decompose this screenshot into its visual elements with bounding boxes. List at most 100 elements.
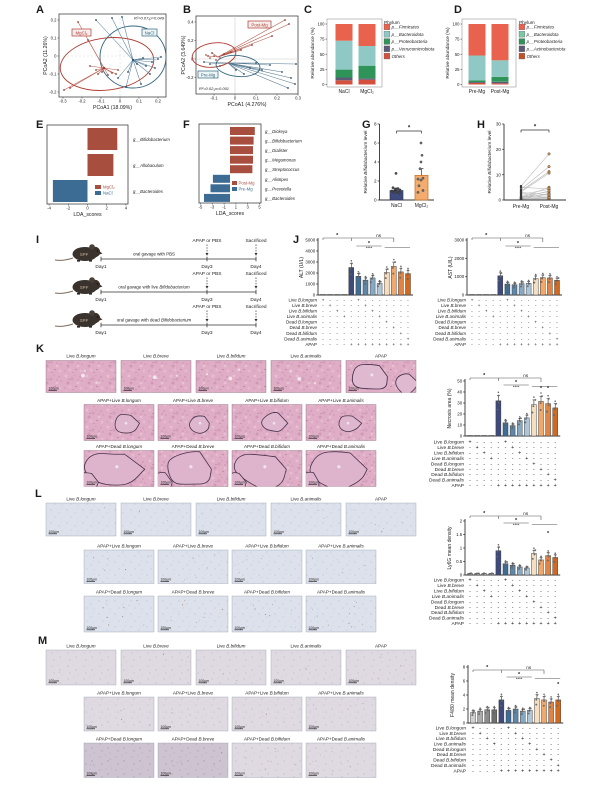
svg-text:Dead B.bifidum: Dead B.bifidum xyxy=(433,758,466,764)
svg-text:A: A xyxy=(36,4,44,16)
svg-text:+: + xyxy=(371,310,374,315)
svg-text:K: K xyxy=(36,343,44,355)
svg-text:100μm: 100μm xyxy=(199,530,210,534)
svg-text:+: + xyxy=(532,621,535,627)
svg-text:+: + xyxy=(541,326,544,331)
svg-text:-: - xyxy=(472,768,474,774)
svg-text:MgCl₂: MgCl₂ xyxy=(103,185,115,190)
svg-text:75: 75 xyxy=(320,37,325,42)
svg-text:100μm: 100μm xyxy=(49,530,60,534)
svg-text:g__Megamonas: g__Megamonas xyxy=(265,158,297,163)
svg-text:+: + xyxy=(385,321,388,326)
svg-text:+: + xyxy=(392,343,395,348)
svg-text:****: **** xyxy=(513,385,520,390)
svg-text:+: + xyxy=(378,315,381,320)
svg-text:NaCl: NaCl xyxy=(103,191,113,196)
svg-text:Dead B.bifidum: Dead B.bifidum xyxy=(435,331,466,336)
svg-text:-: - xyxy=(479,768,481,774)
svg-text:Post-Mg: Post-Mg xyxy=(540,204,559,210)
svg-text:+: + xyxy=(511,483,514,489)
svg-text:100μm: 100μm xyxy=(161,771,172,775)
svg-text:APAP: APAP xyxy=(454,768,466,774)
svg-text:E: E xyxy=(36,119,43,131)
svg-text:+: + xyxy=(556,343,559,348)
svg-text:100μm: 100μm xyxy=(274,530,285,534)
svg-text:Live B.animalis: Live B.animalis xyxy=(434,742,467,748)
svg-text:100μm: 100μm xyxy=(235,725,246,729)
svg-text:-4: -4 xyxy=(47,206,51,211)
svg-text:-: - xyxy=(490,621,492,627)
svg-text:0.3: 0.3 xyxy=(295,96,301,101)
svg-text:Live B.breve: Live B.breve xyxy=(437,445,464,451)
svg-text:+: + xyxy=(511,621,514,627)
svg-text:APAP: APAP xyxy=(305,342,317,347)
svg-text:100μm: 100μm xyxy=(161,480,172,484)
svg-text:Dead B.longum: Dead B.longum xyxy=(431,461,464,467)
svg-text:Sacrificed: Sacrificed xyxy=(245,271,266,277)
svg-text:+: + xyxy=(548,332,551,337)
svg-text:APAP+Live B.animalis: APAP+Live B.animalis xyxy=(318,544,364,549)
svg-text:+: + xyxy=(507,768,510,774)
svg-text:-5: -5 xyxy=(199,205,203,210)
svg-text:Live B.animalis: Live B.animalis xyxy=(432,594,465,600)
svg-text:Others: Others xyxy=(392,54,406,59)
svg-text:1.5: 1.5 xyxy=(456,532,463,537)
svg-text:100μm: 100μm xyxy=(199,386,210,390)
svg-text:g__Bacteroides: g__Bacteroides xyxy=(133,189,164,194)
svg-text:L: L xyxy=(35,488,42,500)
svg-text:MgCl₂: MgCl₂ xyxy=(76,30,88,35)
svg-text:+: + xyxy=(535,768,538,774)
svg-text:0.1: 0.1 xyxy=(253,96,259,101)
svg-text:Day3: Day3 xyxy=(201,264,213,270)
svg-text:100μm: 100μm xyxy=(309,725,320,729)
svg-text:Live B.animalis: Live B.animalis xyxy=(291,644,323,649)
svg-text:+: + xyxy=(322,299,325,304)
svg-text:Live B.bifidum: Live B.bifidum xyxy=(438,309,467,314)
svg-text:APAP: APAP xyxy=(452,483,464,489)
svg-text:ns: ns xyxy=(526,665,532,670)
svg-text:Day4: Day4 xyxy=(250,264,262,270)
svg-text:Day4: Day4 xyxy=(250,330,262,336)
svg-text:****: **** xyxy=(516,677,523,682)
svg-text:+: + xyxy=(557,768,560,774)
svg-text:NaCl: NaCl xyxy=(338,89,349,95)
svg-text:APAP+Dead B.bifidum: APAP+Dead B.bifidum xyxy=(244,444,290,449)
svg-text:Live B.bifidum: Live B.bifidum xyxy=(217,354,246,359)
svg-text:Others: Others xyxy=(527,54,541,59)
svg-text:R²=0.07,p=0.049: R²=0.07,p=0.049 xyxy=(134,16,165,21)
svg-text:APAP or PBS: APAP or PBS xyxy=(193,238,222,244)
svg-text:20: 20 xyxy=(496,147,502,152)
svg-text:APAP+Live B.longum: APAP+Live B.longum xyxy=(97,544,141,549)
svg-text:Live B.breve: Live B.breve xyxy=(439,731,466,737)
svg-text:Day3: Day3 xyxy=(201,297,213,303)
svg-text:APAP+Live B.animalis: APAP+Live B.animalis xyxy=(318,398,364,403)
svg-text:SPF: SPF xyxy=(80,252,89,257)
svg-text:-: - xyxy=(469,621,471,627)
svg-text:APAP: APAP xyxy=(375,497,387,502)
svg-text:MgCl₂: MgCl₂ xyxy=(415,203,429,209)
svg-text:100μm: 100μm xyxy=(309,577,320,581)
svg-text:oral gavage with dead Bifidoba: oral gavage with dead Bifidobacterium xyxy=(117,318,192,323)
svg-text:g__Alistipes: g__Alistipes xyxy=(265,177,289,182)
svg-text:Dead B.longum: Dead B.longum xyxy=(431,599,464,605)
svg-text:1000: 1000 xyxy=(454,274,464,279)
svg-text:100μm: 100μm xyxy=(161,725,172,729)
svg-text:F4/80 mean density: F4/80 mean density xyxy=(450,673,456,717)
svg-text:Live B.bifidum: Live B.bifidum xyxy=(434,588,464,594)
svg-text:Dead B.bifidum: Dead B.bifidum xyxy=(286,331,317,336)
svg-text:-: - xyxy=(483,483,485,489)
svg-text:g__Allobaculum: g__Allobaculum xyxy=(133,163,164,168)
svg-text:+: + xyxy=(514,768,517,774)
svg-text:+: + xyxy=(520,310,523,315)
svg-text:Pre-Mg: Pre-Mg xyxy=(201,72,216,77)
svg-text:+: + xyxy=(548,343,551,348)
svg-text:+: + xyxy=(504,483,507,489)
svg-text:APAP+Live B.longum: APAP+Live B.longum xyxy=(97,691,141,696)
svg-text:+: + xyxy=(371,343,374,348)
svg-text:APAP+Live B.longum: APAP+Live B.longum xyxy=(97,398,141,403)
svg-text:0.1: 0.1 xyxy=(136,99,142,104)
svg-text:+: + xyxy=(343,315,346,320)
svg-text:100μm: 100μm xyxy=(309,434,320,438)
svg-text:Live B.bifidum: Live B.bifidum xyxy=(217,644,246,649)
svg-text:PCoA1 (18.09%): PCoA1 (18.09%) xyxy=(93,105,132,111)
